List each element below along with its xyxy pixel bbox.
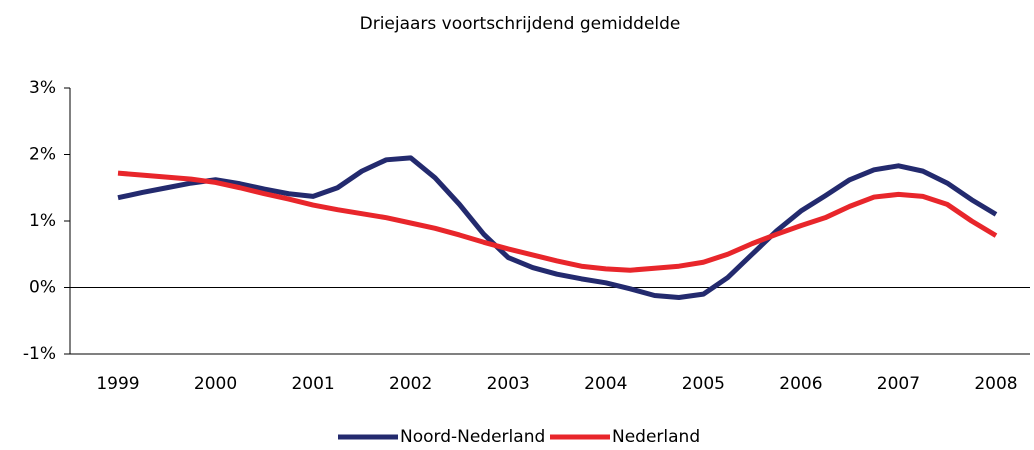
x-tick-label: 2006 [779,374,822,394]
y-tick-label: 3% [29,78,56,98]
chart-title: Driejaars voortschrijdend gemiddelde [360,14,681,34]
x-tick-label: 2002 [389,374,432,394]
x-tick-label: 2005 [682,374,725,394]
legend-label: Noord-Nederland [400,427,545,447]
y-tick-label: -1% [23,344,56,364]
series-line [117,155,998,300]
y-tick-label: 1% [29,211,56,231]
x-tick-label: 2003 [487,374,530,394]
y-tick-label: 2% [29,145,56,165]
x-tick-label: 2004 [584,374,627,394]
x-tick-label: 2008 [974,374,1017,394]
x-tick-label: 2001 [291,374,334,394]
legend-label: Nederland [612,427,700,447]
x-tick-label: 1999 [96,374,139,394]
y-tick-label: 0% [29,278,56,298]
x-tick-label: 2000 [194,374,237,394]
x-tick-label: 2007 [877,374,920,394]
series-line [117,170,998,273]
